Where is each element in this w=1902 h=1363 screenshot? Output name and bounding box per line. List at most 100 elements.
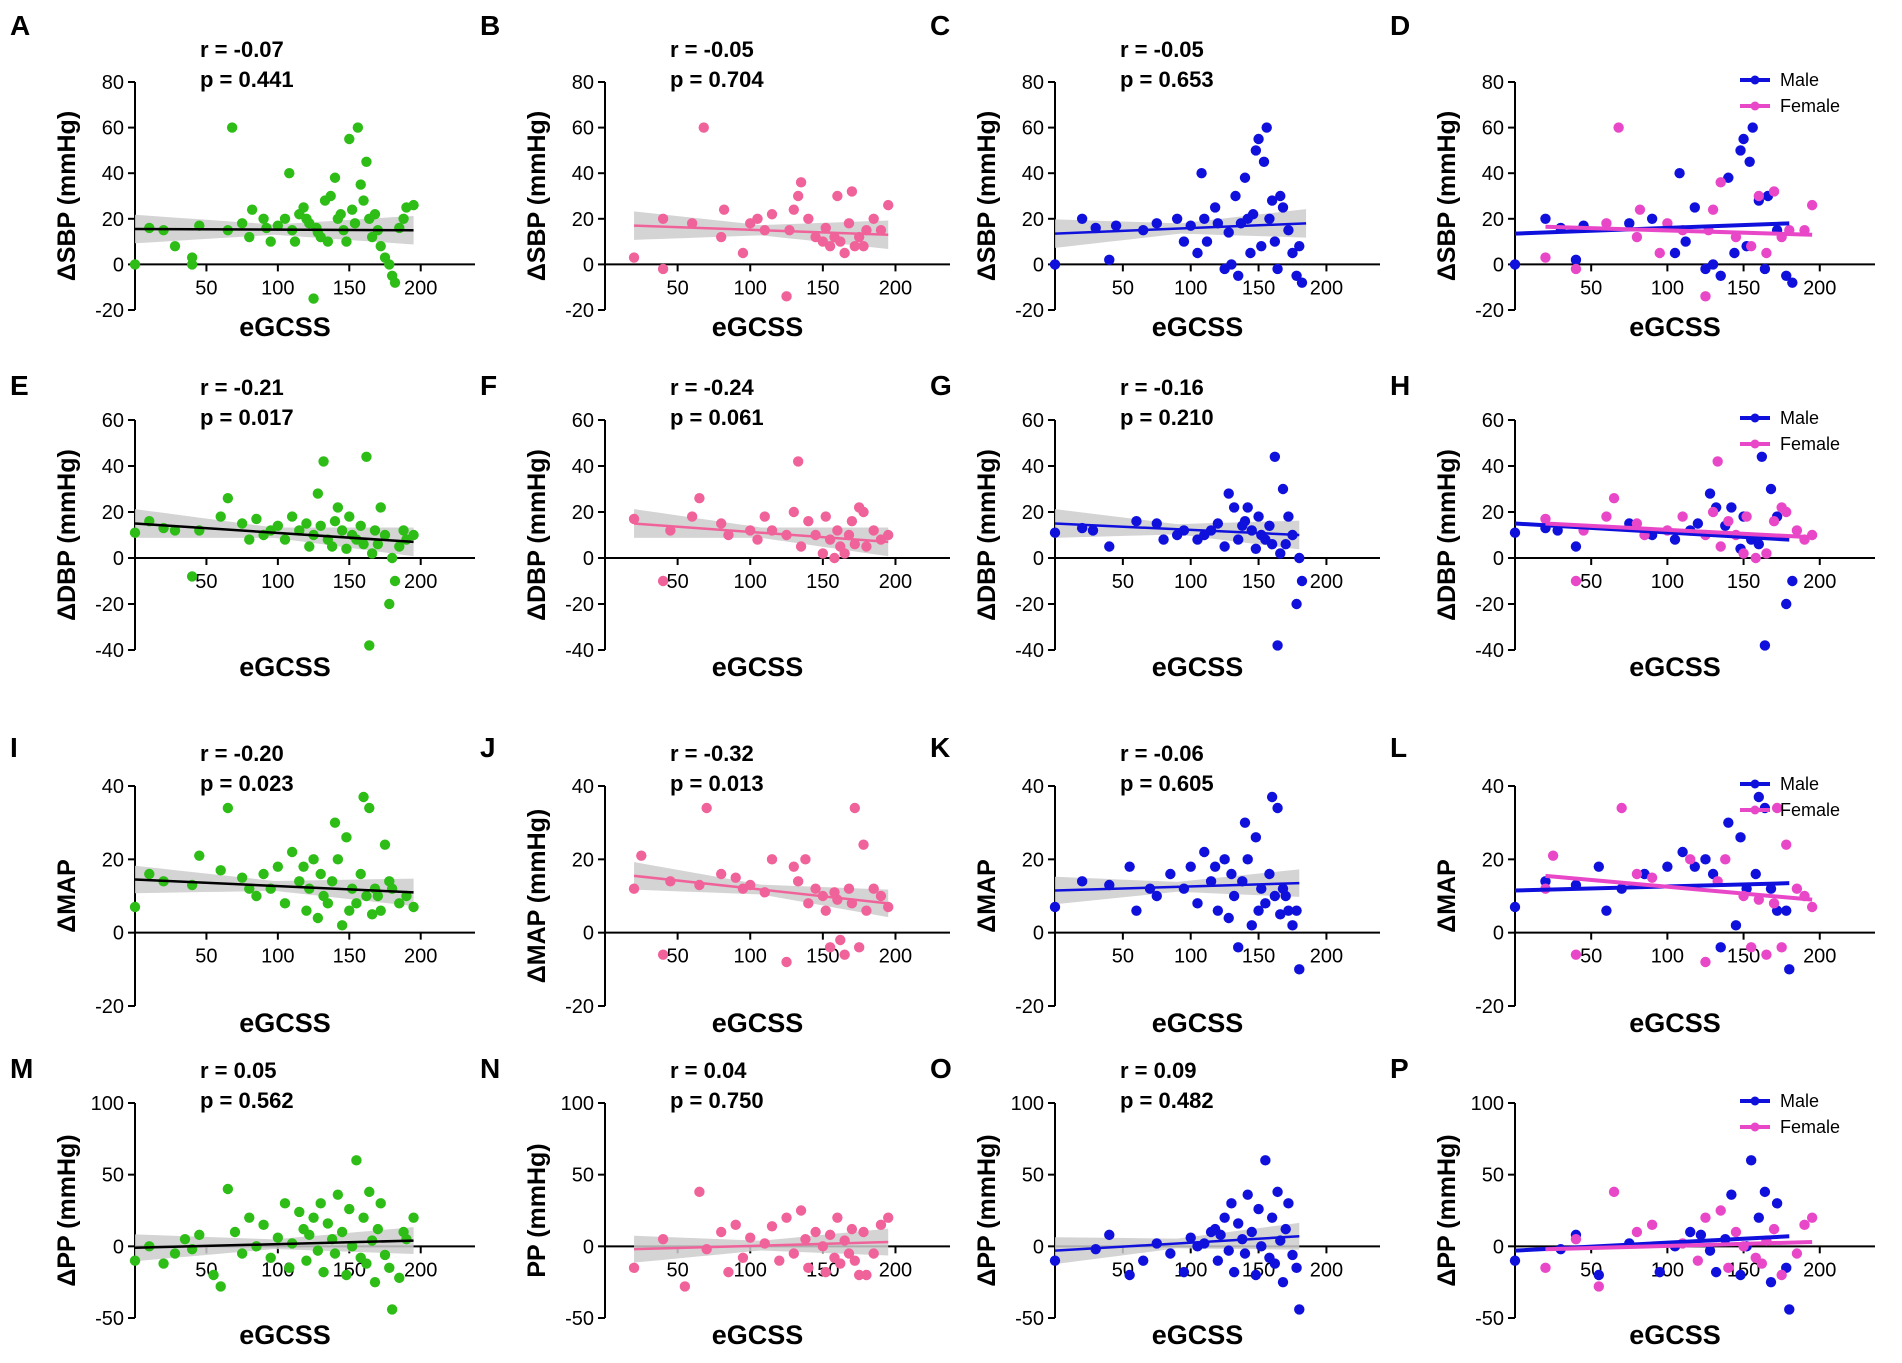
- data-point: [1192, 898, 1203, 909]
- y-tick-label: 60: [1482, 118, 1504, 140]
- data-point: [1776, 1269, 1787, 1281]
- data-point: [1212, 905, 1224, 916]
- data-point: [1747, 122, 1758, 133]
- data-point: [1199, 846, 1210, 858]
- data-point: [792, 456, 804, 467]
- data-point: [1247, 209, 1259, 220]
- data-point: [1723, 817, 1734, 828]
- data-point: [364, 1186, 375, 1198]
- x-tick-label: 50: [1112, 277, 1134, 299]
- data-point: [1601, 218, 1612, 229]
- data-point: [308, 1212, 319, 1223]
- data-point: [169, 1248, 181, 1259]
- x-tick-label: 150: [333, 1259, 366, 1281]
- data-point: [369, 209, 381, 220]
- y-tick-label: 100: [1471, 1093, 1504, 1115]
- data-point: [846, 186, 858, 197]
- data-point: [810, 1226, 821, 1238]
- data-point: [1781, 598, 1792, 610]
- data-point: [1704, 1245, 1716, 1256]
- y-axis-title: ΔMAP (mmHg): [523, 809, 551, 983]
- data-point: [868, 213, 879, 224]
- data-point: [829, 552, 840, 564]
- x-tick-label: 200: [1803, 277, 1836, 299]
- data-point: [1689, 202, 1701, 213]
- x-tick-label: 100: [734, 277, 767, 299]
- r-value: r = 0.04: [670, 1058, 747, 1083]
- data-point: [1726, 502, 1737, 513]
- y-tick-label: -50: [1015, 1308, 1044, 1330]
- data-point: [1761, 548, 1772, 559]
- data-point: [1720, 854, 1731, 865]
- data-point: [636, 850, 647, 861]
- data-point: [246, 204, 258, 215]
- data-point: [820, 511, 831, 522]
- data-point: [1272, 1186, 1283, 1198]
- y-tick-label: 0: [113, 548, 124, 570]
- data-point: [265, 236, 276, 247]
- data-point: [1761, 247, 1772, 259]
- data-point: [1570, 254, 1582, 266]
- data-point: [401, 1233, 412, 1245]
- data-point: [169, 525, 181, 536]
- data-point: [358, 1212, 369, 1223]
- fit-line: [1545, 873, 1813, 902]
- data-point: [358, 195, 369, 206]
- data-point: [1570, 1233, 1582, 1245]
- y-axis-title: ΔDBP (mmHg): [523, 449, 551, 621]
- y-tick-label: -40: [1475, 640, 1504, 662]
- panel-c: C -20 0 20 40 60 80 50 100 150 200 ΔSBP (mmHg) eGCSS…: [930, 10, 1380, 342]
- data-point: [1715, 177, 1726, 188]
- data-point: [1726, 1189, 1737, 1200]
- data-point: [1291, 1262, 1302, 1274]
- data-point: [358, 791, 369, 803]
- data-point: [1049, 1255, 1061, 1266]
- data-point: [832, 894, 843, 905]
- data-point: [1260, 898, 1271, 909]
- data-point: [1275, 190, 1286, 202]
- data-point: [379, 529, 391, 541]
- data-point: [846, 516, 858, 527]
- p-value: p = 0.013: [670, 771, 764, 796]
- data-point: [258, 213, 269, 224]
- y-tick-label: 40: [1022, 776, 1044, 798]
- data-point: [832, 190, 843, 202]
- x-tick-label: 200: [1310, 946, 1343, 968]
- data-point: [1280, 1223, 1291, 1235]
- data-point: [843, 218, 855, 229]
- data-point: [1280, 539, 1291, 550]
- x-tick-label: 150: [1727, 571, 1760, 593]
- data-point: [1110, 220, 1122, 231]
- y-tick-label: 40: [572, 163, 594, 185]
- legend: Male Female: [1740, 1091, 1840, 1137]
- data-point: [1700, 854, 1711, 865]
- data-point: [1593, 1269, 1605, 1281]
- data-point: [1269, 1258, 1281, 1269]
- legend: Male Female: [1740, 70, 1840, 116]
- panel-letter: L: [1390, 732, 1407, 763]
- data-point: [1277, 483, 1289, 495]
- r-value: r = -0.07: [200, 37, 284, 62]
- data-point: [1233, 270, 1244, 281]
- x-tick-label: 50: [1580, 277, 1602, 299]
- x-tick-label: 150: [806, 277, 839, 299]
- data-point: [1685, 1226, 1696, 1238]
- y-tick-label: 50: [1022, 1165, 1044, 1187]
- panel-letter: O: [930, 1053, 952, 1084]
- data-point: [792, 190, 804, 202]
- legend-swatch-dot: [1750, 779, 1760, 789]
- data-point: [286, 846, 298, 858]
- data-point: [657, 213, 669, 224]
- data-point: [294, 876, 305, 887]
- data-point: [408, 901, 419, 913]
- data-point: [694, 493, 705, 504]
- data-point: [261, 222, 272, 234]
- data-point: [1199, 1238, 1210, 1249]
- data-point: [1745, 942, 1757, 953]
- legend-swatch-dot: [1750, 439, 1760, 449]
- data-point: [1242, 502, 1253, 513]
- data-point: [781, 1212, 792, 1223]
- data-point: [1776, 942, 1787, 953]
- data-point: [1223, 227, 1234, 238]
